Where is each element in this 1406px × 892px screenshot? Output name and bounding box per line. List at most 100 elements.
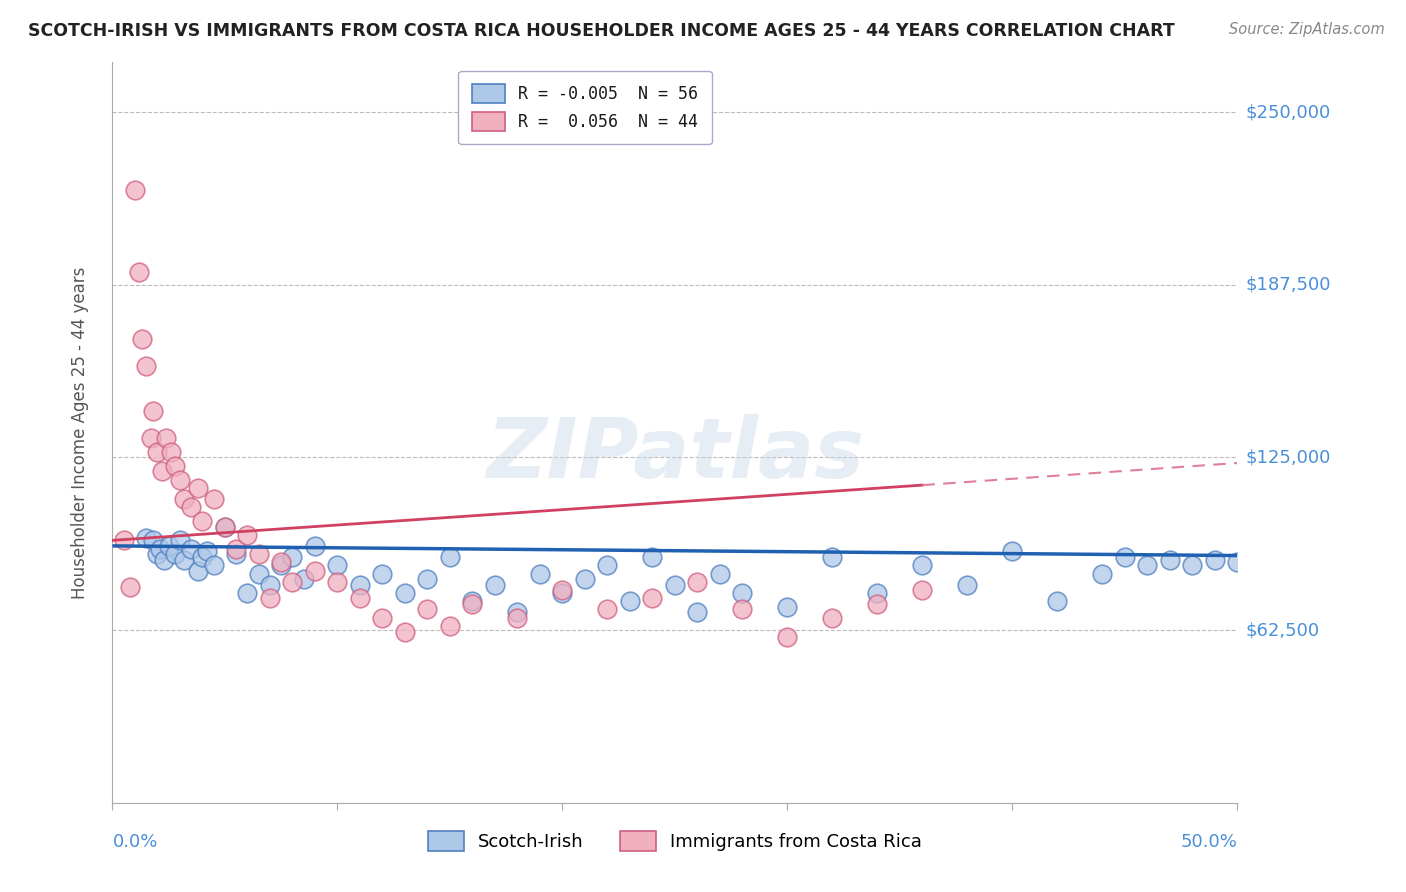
Point [551, 586, 574, 600]
Point [371, 610, 394, 624]
Point [394, 624, 416, 639]
Point [120, 580, 142, 594]
Point [259, 591, 281, 606]
Point [173, 552, 195, 566]
Text: SCOTCH-IRISH VS IMMIGRANTS FROM COSTA RICA HOUSEHOLDER INCOME AGES 25 - 44 YEARS: SCOTCH-IRISH VS IMMIGRANTS FROM COSTA RI… [28, 22, 1175, 40]
Point [180, 541, 202, 556]
Point [1136, 558, 1159, 573]
Point [247, 566, 270, 581]
Point [187, 481, 209, 495]
Point [371, 566, 394, 581]
Point [281, 549, 304, 564]
Point [247, 547, 270, 561]
Point [484, 577, 506, 591]
Point [150, 464, 173, 478]
Point [214, 519, 236, 533]
Point [180, 500, 202, 515]
Y-axis label: Householder Income Ages 25 - 44 years: Householder Income Ages 25 - 44 years [70, 267, 89, 599]
Point [439, 549, 461, 564]
Point [686, 574, 709, 589]
Point [169, 473, 191, 487]
Point [439, 619, 461, 633]
Point [1204, 552, 1226, 566]
Point [259, 577, 281, 591]
Point [202, 491, 225, 506]
Point [135, 531, 157, 545]
Point [1091, 566, 1114, 581]
Legend: Scotch-Irish, Immigrants from Costa Rica: Scotch-Irish, Immigrants from Costa Rica [419, 822, 931, 861]
Point [191, 549, 214, 564]
Point [956, 577, 979, 591]
Point [195, 544, 218, 558]
Text: $62,500: $62,500 [1246, 621, 1320, 640]
Point [146, 445, 169, 459]
Point [225, 547, 247, 561]
Point [349, 577, 371, 591]
Point [1114, 549, 1136, 564]
Point [686, 605, 709, 619]
Point [153, 552, 176, 566]
Text: $125,000: $125,000 [1246, 449, 1331, 467]
Point [187, 564, 209, 578]
Point [142, 403, 165, 417]
Point [157, 539, 180, 553]
Point [664, 577, 686, 591]
Point [281, 574, 304, 589]
Point [866, 586, 889, 600]
Point [146, 547, 169, 561]
Point [326, 574, 349, 589]
Point [866, 597, 889, 611]
Point [165, 547, 187, 561]
Point [731, 586, 754, 600]
Point [112, 533, 135, 548]
Point [149, 541, 172, 556]
Point [1001, 544, 1024, 558]
Point [135, 359, 157, 374]
Point [173, 491, 195, 506]
Point [506, 605, 529, 619]
Point [619, 594, 641, 608]
Point [641, 591, 664, 606]
Point [596, 602, 619, 616]
Point [394, 586, 416, 600]
Point [304, 539, 326, 553]
Point [128, 265, 150, 279]
Point [165, 458, 187, 473]
Point [292, 572, 315, 586]
Point [142, 533, 165, 548]
Text: ZIPatlas: ZIPatlas [486, 414, 863, 495]
Point [776, 630, 799, 644]
Point [169, 533, 191, 548]
Point [529, 566, 551, 581]
Text: Source: ZipAtlas.com: Source: ZipAtlas.com [1229, 22, 1385, 37]
Point [911, 558, 934, 573]
Point [270, 556, 292, 570]
Point [1046, 594, 1069, 608]
Point [214, 519, 236, 533]
Point [776, 599, 799, 614]
Point [709, 566, 731, 581]
Point [461, 597, 484, 611]
Point [349, 591, 371, 606]
Point [270, 558, 292, 573]
Point [1226, 556, 1249, 570]
Point [596, 558, 619, 573]
Point [160, 445, 183, 459]
Point [461, 594, 484, 608]
Text: 0.0%: 0.0% [112, 833, 157, 851]
Point [202, 558, 225, 573]
Point [1181, 558, 1204, 573]
Point [731, 602, 754, 616]
Text: 50.0%: 50.0% [1181, 833, 1237, 851]
Point [236, 528, 259, 542]
Point [416, 572, 439, 586]
Point [191, 514, 214, 528]
Point [124, 182, 146, 196]
Point [911, 583, 934, 598]
Point [326, 558, 349, 573]
Point [416, 602, 439, 616]
Point [155, 431, 177, 445]
Point [821, 549, 844, 564]
Point [574, 572, 596, 586]
Point [304, 564, 326, 578]
